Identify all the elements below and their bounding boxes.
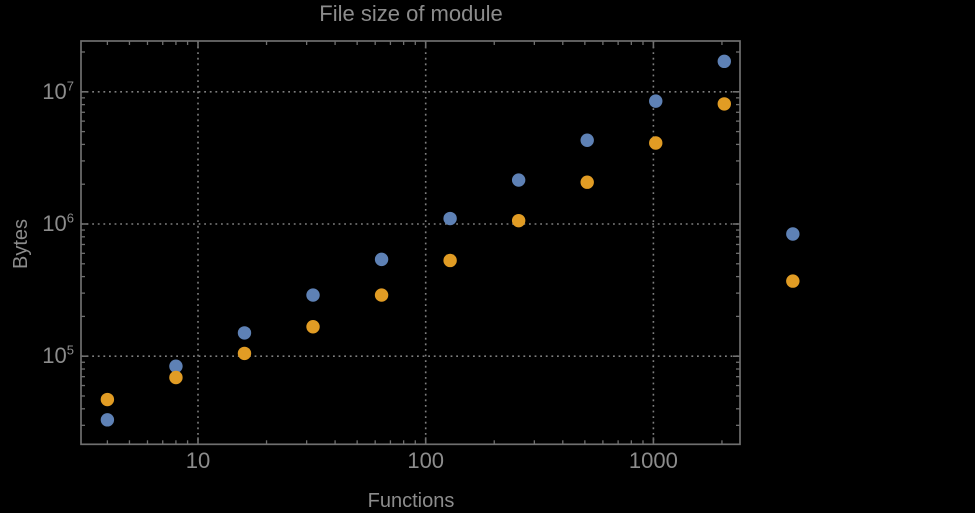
data-point-orange-x4 (100, 392, 115, 407)
data-point-orange-x64 (374, 288, 389, 302)
data-point-orange-x4096 (786, 274, 800, 288)
data-point-orange-x32 (306, 320, 320, 334)
data-point-blue-x64 (374, 252, 389, 267)
data-point-blue-x256 (511, 173, 526, 187)
data-point-blue-x4 (100, 413, 115, 427)
data-point-orange-x16 (237, 346, 252, 361)
y-tick-exponent: 7 (66, 78, 74, 94)
data-point-orange-x512 (580, 175, 594, 189)
data-point-orange-x256 (511, 213, 526, 228)
y-tick-label-1e5: 105 (0, 342, 74, 370)
data-point-blue-x4096 (786, 227, 800, 241)
data-point-orange-x2048 (717, 97, 731, 111)
data-point-blue-x2048 (717, 54, 731, 69)
data-point-blue-x32 (306, 288, 320, 302)
x-axis-label: Functions (367, 490, 455, 512)
data-point-blue-x1024 (649, 94, 663, 108)
data-point-blue-x128 (443, 211, 457, 226)
plot-frame (80, 40, 741, 446)
y-tick-base: 10 (42, 211, 67, 236)
y-tick-base: 10 (42, 343, 67, 369)
data-point-orange-x128 (443, 253, 457, 268)
y-tick-base: 10 (42, 78, 67, 104)
data-point-blue-x8 (169, 359, 183, 373)
data-point-blue-x16 (237, 326, 252, 340)
y-tick-label-1e7: 107 (0, 78, 74, 106)
x-tick-label-1000: 1000 (628, 448, 678, 473)
data-point-blue-x512 (580, 133, 594, 147)
y-tick-exponent: 5 (66, 342, 74, 358)
chart-title: File size of module (319, 1, 503, 26)
x-tick-label-10: 10 (185, 448, 211, 473)
data-point-orange-x1024 (649, 136, 663, 150)
data-point-orange-x8 (169, 370, 183, 385)
y-tick-exponent: 6 (66, 210, 74, 226)
x-tick-label-100: 100 (407, 448, 445, 473)
y-tick-label-1e6: 106 (0, 210, 74, 238)
